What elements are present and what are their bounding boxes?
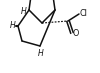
Text: .: . — [30, 8, 31, 13]
Text: H: H — [38, 48, 43, 58]
Text: O: O — [72, 29, 79, 38]
Text: H: H — [21, 6, 26, 15]
Text: Cl: Cl — [80, 8, 87, 18]
Text: H: H — [10, 21, 16, 30]
